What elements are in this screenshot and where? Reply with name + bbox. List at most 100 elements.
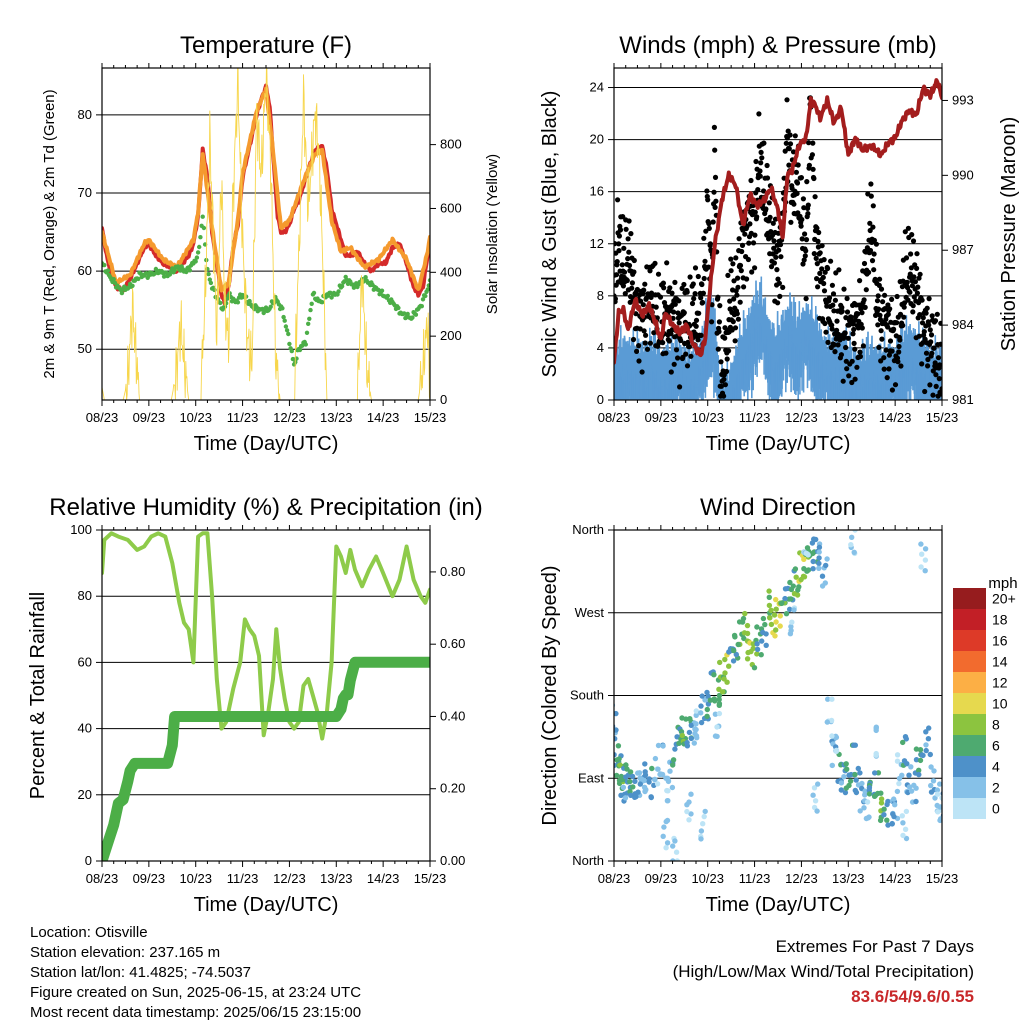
- direction-point: [698, 836, 704, 842]
- direction-point: [801, 556, 807, 562]
- gust-point: [640, 302, 646, 308]
- direction-point: [683, 716, 689, 722]
- gust-point: [814, 225, 820, 231]
- dewpoint-point: [172, 268, 177, 273]
- direction-point: [939, 795, 942, 801]
- gust-point: [852, 376, 858, 382]
- gust-point: [771, 260, 778, 266]
- gust-point: [892, 382, 899, 388]
- colorbar-label: 10: [992, 696, 1008, 712]
- gust-point: [929, 350, 935, 356]
- gust-point: [722, 335, 728, 341]
- gust-point: [716, 319, 723, 325]
- gust-point: [626, 262, 633, 269]
- gust-point: [834, 327, 840, 333]
- gust-point: [854, 364, 860, 370]
- gust-point: [878, 358, 884, 364]
- gust-point: [822, 320, 828, 327]
- direction-point: [853, 777, 859, 783]
- gust-point: [939, 386, 942, 392]
- gust-point: [898, 363, 904, 369]
- gust-point: [929, 313, 935, 319]
- x-tick-label: 14/23: [879, 410, 912, 425]
- dewpoint-point: [194, 255, 200, 260]
- direction-point: [726, 649, 732, 655]
- direction-point: [787, 606, 793, 612]
- plot-area: [102, 531, 430, 861]
- direction-point: [759, 638, 765, 644]
- gust-point: [647, 340, 654, 346]
- direction-point: [925, 736, 932, 742]
- gust-point: [933, 372, 939, 378]
- direction-point: [891, 813, 897, 820]
- gust-point: [905, 297, 911, 303]
- direction-point: [855, 765, 861, 772]
- gust-point: [758, 160, 764, 166]
- gust-point: [712, 204, 718, 210]
- dewpoint-point: [268, 304, 273, 309]
- gust-point: [844, 295, 850, 302]
- gust-point: [811, 175, 817, 182]
- direction-point: [923, 742, 929, 748]
- winds-pressure-chart: Winds (mph) & Pressure (mb) Time (Day/UTC…: [539, 32, 1020, 455]
- gust-point: [844, 309, 851, 315]
- direction-point: [792, 566, 799, 572]
- direction-point: [829, 696, 835, 702]
- direction-point: [717, 659, 723, 666]
- direction-point: [655, 742, 662, 749]
- dewpoint-point: [105, 268, 111, 273]
- y2-tick-label: 0.40: [440, 708, 465, 723]
- direction-point: [731, 647, 737, 654]
- gust-point: [642, 340, 648, 346]
- gust-point: [619, 262, 625, 268]
- x-tick-label: 10/23: [179, 410, 212, 425]
- direction-point: [843, 761, 849, 767]
- direction-point: [815, 781, 821, 787]
- gust-point: [882, 292, 888, 298]
- gust-point: [937, 362, 942, 368]
- gust-point: [876, 344, 882, 350]
- direction-point: [891, 796, 897, 802]
- gust-point: [780, 284, 786, 290]
- gust-point: [735, 284, 741, 290]
- y-axis-label: Sonic Wind & Gust (Blue, Black): [539, 91, 561, 378]
- gust-point: [926, 322, 932, 328]
- gust-point: [641, 287, 647, 293]
- plot-area: [102, 68, 430, 400]
- dewpoint-point: [287, 341, 292, 347]
- gust-point: [681, 281, 687, 288]
- gust-point: [857, 278, 863, 284]
- direction-point: [750, 645, 756, 652]
- gust-point: [867, 220, 873, 226]
- dewpoint-point: [283, 324, 289, 329]
- y-tick-label: 4: [597, 340, 604, 355]
- gust-point: [927, 327, 933, 333]
- gust-point: [634, 348, 640, 354]
- direction-point: [894, 788, 901, 795]
- gust-point: [840, 378, 846, 384]
- gust-point: [819, 243, 825, 249]
- x-tick-label: 08/23: [598, 410, 631, 425]
- direction-point: [864, 799, 871, 805]
- direction-point: [699, 693, 705, 699]
- direction-point: [768, 607, 774, 613]
- gust-point: [681, 310, 687, 316]
- direction-point: [714, 724, 720, 730]
- direction-point: [614, 727, 619, 733]
- gust-point: [887, 306, 893, 312]
- gust-point: [872, 276, 878, 282]
- gust-point: [927, 382, 933, 388]
- direction-point: [881, 812, 887, 818]
- direction-point: [744, 630, 751, 637]
- gust-point: [923, 350, 930, 356]
- direction-point: [903, 736, 909, 742]
- gust-point: [815, 238, 821, 244]
- direction-point: [751, 665, 758, 671]
- gust-point: [733, 255, 739, 261]
- direction-point: [926, 725, 932, 731]
- direction-point: [684, 802, 690, 808]
- direction-point: [754, 624, 760, 630]
- gust-point: [799, 236, 805, 242]
- y-tick-label: North: [572, 522, 604, 537]
- gust-point: [820, 274, 826, 280]
